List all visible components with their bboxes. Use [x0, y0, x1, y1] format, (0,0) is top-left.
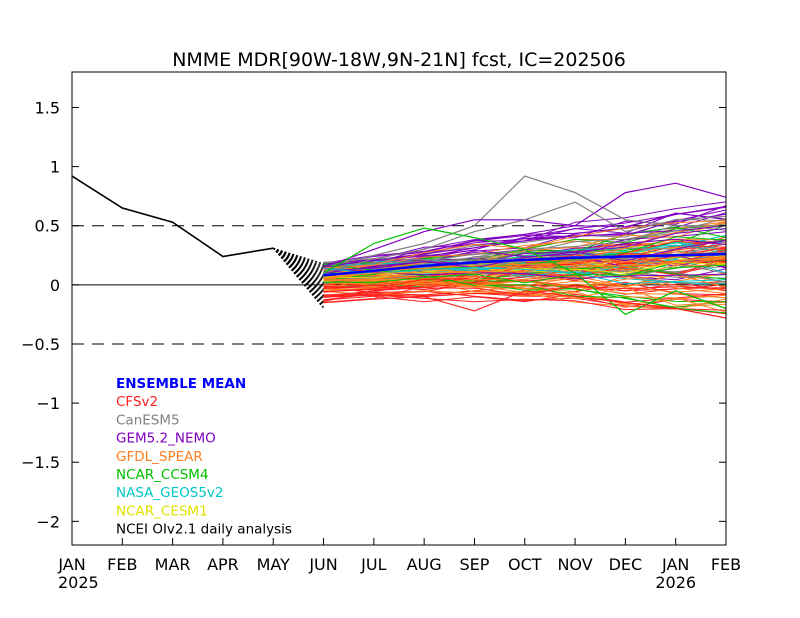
y-axis: −2 −1.5 −1 −0.5 0 0.5 1 1.5: [21, 98, 726, 531]
legend-item-label: NCAR_CESM1: [116, 503, 208, 519]
transition-fan-line: [272, 247, 324, 297]
x-tick-label: DEC: [609, 555, 643, 574]
legend-item-label: CFSv2: [116, 394, 158, 410]
ensemble-mean-layer: [323, 252, 727, 277]
transition-fan-line: [272, 247, 324, 293]
transition-fan-line: [272, 247, 324, 289]
x-tick-label: NOV: [557, 555, 592, 574]
x-tick-label: JUL: [360, 555, 386, 574]
observed-point: [222, 255, 224, 258]
x-tick-label: FEB: [107, 555, 137, 574]
x-tick-label: MAR: [155, 555, 191, 574]
y-tick-label: 1.5: [35, 98, 60, 117]
plume-member-line: [323, 220, 727, 280]
year-label: 2026: [655, 573, 696, 592]
y-tick-label: −2: [36, 512, 60, 531]
transition-fan-line: [272, 247, 324, 286]
x-tick-label: APR: [207, 555, 239, 574]
highlight-member-line-3: [323, 227, 727, 316]
legend-item-label: GFDL_SPEAR: [116, 449, 203, 465]
highlight-member-line-4: [323, 290, 727, 319]
highlight-members: [323, 175, 727, 319]
plume-member-line: [323, 220, 727, 269]
highlight-member-line-2: [323, 201, 727, 274]
y-tick-label: −1: [36, 394, 60, 413]
legend: ENSEMBLE MEAN CFSv2 CanESM5 GEM5.2_NEMO GFDL…: [116, 376, 292, 538]
year-label: 2025: [58, 573, 99, 592]
x-tick-label: JAN: [661, 555, 689, 574]
plume-member-line: [323, 264, 727, 281]
x-tick-label: OCT: [508, 555, 542, 574]
transition-fan-line: [272, 247, 324, 294]
transition-fan-line: [272, 247, 324, 291]
legend-item-label: ENSEMBLE MEAN: [116, 376, 246, 392]
transition-fan-line: [272, 247, 324, 292]
observed-point: [121, 207, 124, 209]
y-tick-label: 0.5: [35, 217, 60, 236]
x-tick-label: JAN: [57, 555, 85, 574]
x-tick-label: SEP: [460, 555, 490, 574]
x-tick-label: MAY: [257, 555, 291, 574]
chart-title: NMME MDR[90W-18W,9N-21N] fcst, IC=202506: [172, 49, 626, 71]
transition-fan-line: [272, 247, 324, 290]
y-tick-label: 1: [50, 158, 60, 177]
transition-fan-line: [272, 247, 324, 308]
legend-item-label: NASA_GEOS5v2: [116, 485, 224, 501]
transition-fan-line: [272, 247, 324, 287]
legend-item-label: GEM5.2_NEMO: [116, 431, 216, 447]
plume-member-line: [323, 279, 727, 306]
plume-member-line: [323, 294, 727, 311]
plume-member-line: [323, 218, 727, 272]
y-tick-label: 0: [50, 276, 60, 295]
ensemble-mean-line: [323, 252, 727, 277]
observed-line: [71, 175, 274, 258]
observed-point: [272, 247, 275, 249]
legend-item-label: NCEI OIv2.1 daily analysis: [116, 522, 292, 538]
plume-member-line: [323, 264, 727, 284]
plume-member-line: [323, 239, 727, 272]
plume-member-line: [323, 284, 727, 296]
plume-member-line: [323, 225, 727, 264]
plume-member-line: [323, 266, 727, 285]
observed-point: [171, 221, 174, 223]
observed-layer: [71, 175, 275, 258]
y-tick-label: −0.5: [21, 335, 60, 354]
x-axis: JAN FEB MAR APR MAY JUN JUL AUG SEP OCT NOV DEC JAN F…: [57, 538, 741, 592]
plume-member-line: [323, 241, 727, 266]
transition-fan-line: [272, 247, 324, 295]
transition-fan-line: [272, 247, 324, 307]
plume-member-line: [323, 272, 727, 287]
y-tick-label: −1.5: [21, 453, 60, 472]
legend-item-label: NCAR_CCSM4: [116, 467, 209, 483]
model-plumes: [323, 201, 727, 315]
plume-member-line: [323, 257, 727, 281]
plume-member-line: [323, 287, 727, 315]
x-tick-label: JUN: [308, 555, 337, 574]
plume-member-line: [323, 228, 727, 274]
plume-member-line: [323, 275, 727, 294]
plot-frame: [71, 71, 727, 546]
transition-fan-line: [272, 247, 324, 309]
legend-item-label: CanESM5: [116, 412, 180, 428]
transition-fan: [272, 247, 324, 309]
x-tick-label: AUG: [407, 555, 442, 574]
x-tick-label: FEB: [711, 555, 741, 574]
